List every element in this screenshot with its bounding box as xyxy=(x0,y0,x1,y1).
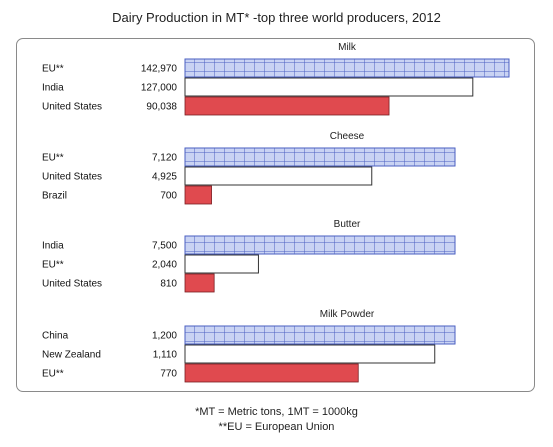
bar-butter-united-states xyxy=(184,273,215,293)
bar-label-milk-india: India xyxy=(42,83,64,94)
bar-label-milk-powder-new-zealand: New Zealand xyxy=(42,350,101,361)
bar-label-milk-powder-china: China xyxy=(42,331,69,342)
bar-value-butter-india: 7,500 xyxy=(152,241,177,252)
chart-title: Dairy Production in MT* -top three world… xyxy=(112,10,441,25)
bar-value-butter-eu: 2,040 xyxy=(152,260,177,271)
bar-label-cheese-brazil: Brazil xyxy=(42,191,67,202)
group-title-cheese: Cheese xyxy=(330,131,365,142)
bar-milk-powder-eu xyxy=(184,363,359,383)
bar-cheese-united-states xyxy=(184,166,373,186)
bar-value-cheese-united-states: 4,925 xyxy=(152,172,177,183)
bar-value-milk-united-states: 90,038 xyxy=(146,102,177,113)
group-title-milk: Milk xyxy=(338,42,357,53)
bar-milk-india xyxy=(184,77,474,97)
bar-value-milk-india: 127,000 xyxy=(141,83,178,94)
bar-label-butter-india: India xyxy=(42,241,64,252)
bar-label-cheese-eu: EU** xyxy=(42,153,64,164)
bar-value-milk-powder-eu: 770 xyxy=(160,369,177,380)
bar-label-milk-eu: EU** xyxy=(42,64,64,75)
bar-butter-eu xyxy=(184,254,259,274)
bar-value-cheese-brazil: 700 xyxy=(160,191,177,202)
bar-value-butter-united-states: 810 xyxy=(160,279,177,290)
footnote-metric-tons: *MT = Metric tons, 1MT = 1000kg xyxy=(195,406,358,418)
bar-milk-powder-china xyxy=(184,325,456,345)
bar-cheese-eu xyxy=(184,147,456,167)
group-title-butter: Butter xyxy=(334,219,361,230)
bar-label-butter-united-states: United States xyxy=(42,279,102,290)
bar-cheese-brazil xyxy=(184,185,212,205)
bar-value-cheese-eu: 7,120 xyxy=(152,153,177,164)
bar-label-butter-eu: EU** xyxy=(42,260,64,271)
bar-milk-united-states xyxy=(184,96,390,116)
group-title-milk-powder: Milk Powder xyxy=(320,309,375,320)
bar-butter-india xyxy=(184,235,456,255)
bar-value-milk-eu: 142,970 xyxy=(141,64,178,75)
bar-milk-powder-new-zealand xyxy=(184,344,436,364)
bar-label-cheese-united-states: United States xyxy=(42,172,102,183)
footnote-european-union: **EU = European Union xyxy=(218,421,335,433)
bar-milk-eu xyxy=(184,58,510,78)
bar-label-milk-powder-eu: EU** xyxy=(42,369,64,380)
bar-value-milk-powder-new-zealand: 1,110 xyxy=(153,350,178,361)
bar-value-milk-powder-china: 1,200 xyxy=(152,331,177,342)
bar-label-milk-united-states: United States xyxy=(42,102,102,113)
